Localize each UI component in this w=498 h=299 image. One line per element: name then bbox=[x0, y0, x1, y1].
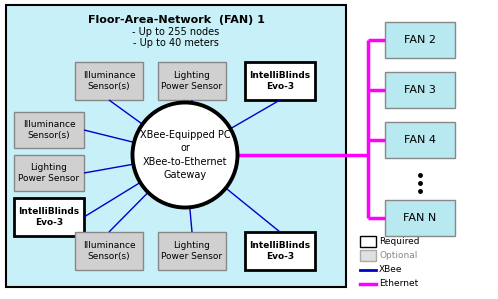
Text: IntelliBlinds
Evo-3: IntelliBlinds Evo-3 bbox=[249, 241, 311, 261]
Bar bbox=[385, 72, 455, 108]
Ellipse shape bbox=[132, 103, 238, 208]
Text: Ethernet: Ethernet bbox=[379, 279, 418, 288]
Text: FAN 3: FAN 3 bbox=[404, 85, 436, 95]
Bar bbox=[14, 112, 84, 148]
Text: Illuminance
Sensor(s): Illuminance Sensor(s) bbox=[23, 120, 75, 141]
Bar bbox=[385, 22, 455, 58]
Bar bbox=[158, 232, 226, 270]
Text: Illuminance
Sensor(s): Illuminance Sensor(s) bbox=[83, 241, 135, 261]
Bar bbox=[158, 62, 226, 100]
Text: Floor-Area-Network  (FAN) 1: Floor-Area-Network (FAN) 1 bbox=[88, 15, 264, 25]
Bar bbox=[14, 155, 84, 191]
Text: Lighting
Power Sensor: Lighting Power Sensor bbox=[161, 71, 223, 91]
Bar bbox=[75, 62, 143, 100]
Bar bbox=[360, 236, 376, 247]
Text: XBee: XBee bbox=[379, 265, 402, 274]
Text: Illuminance
Sensor(s): Illuminance Sensor(s) bbox=[83, 71, 135, 91]
Text: Optional: Optional bbox=[379, 251, 417, 260]
Text: - Up to 40 meters: - Up to 40 meters bbox=[133, 38, 219, 48]
Text: - Up to 255 nodes: - Up to 255 nodes bbox=[132, 27, 220, 37]
Text: FAN N: FAN N bbox=[403, 213, 437, 223]
Bar bbox=[245, 62, 315, 100]
Bar bbox=[14, 198, 84, 236]
Bar bbox=[75, 232, 143, 270]
Text: IntelliBlinds
Evo-3: IntelliBlinds Evo-3 bbox=[249, 71, 311, 91]
Bar bbox=[6, 5, 346, 287]
Text: Lighting
Power Sensor: Lighting Power Sensor bbox=[18, 163, 80, 183]
Text: FAN 2: FAN 2 bbox=[404, 35, 436, 45]
Bar bbox=[385, 122, 455, 158]
Bar bbox=[360, 250, 376, 261]
Bar bbox=[385, 200, 455, 236]
Bar bbox=[245, 232, 315, 270]
Text: IntelliBlinds
Evo-3: IntelliBlinds Evo-3 bbox=[18, 207, 80, 228]
Text: Lighting
Power Sensor: Lighting Power Sensor bbox=[161, 241, 223, 261]
Text: XBee-Equipped PC
or
XBee-to-Ethernet
Gateway: XBee-Equipped PC or XBee-to-Ethernet Gat… bbox=[139, 130, 230, 180]
Text: Required: Required bbox=[379, 237, 419, 246]
Text: FAN 4: FAN 4 bbox=[404, 135, 436, 145]
